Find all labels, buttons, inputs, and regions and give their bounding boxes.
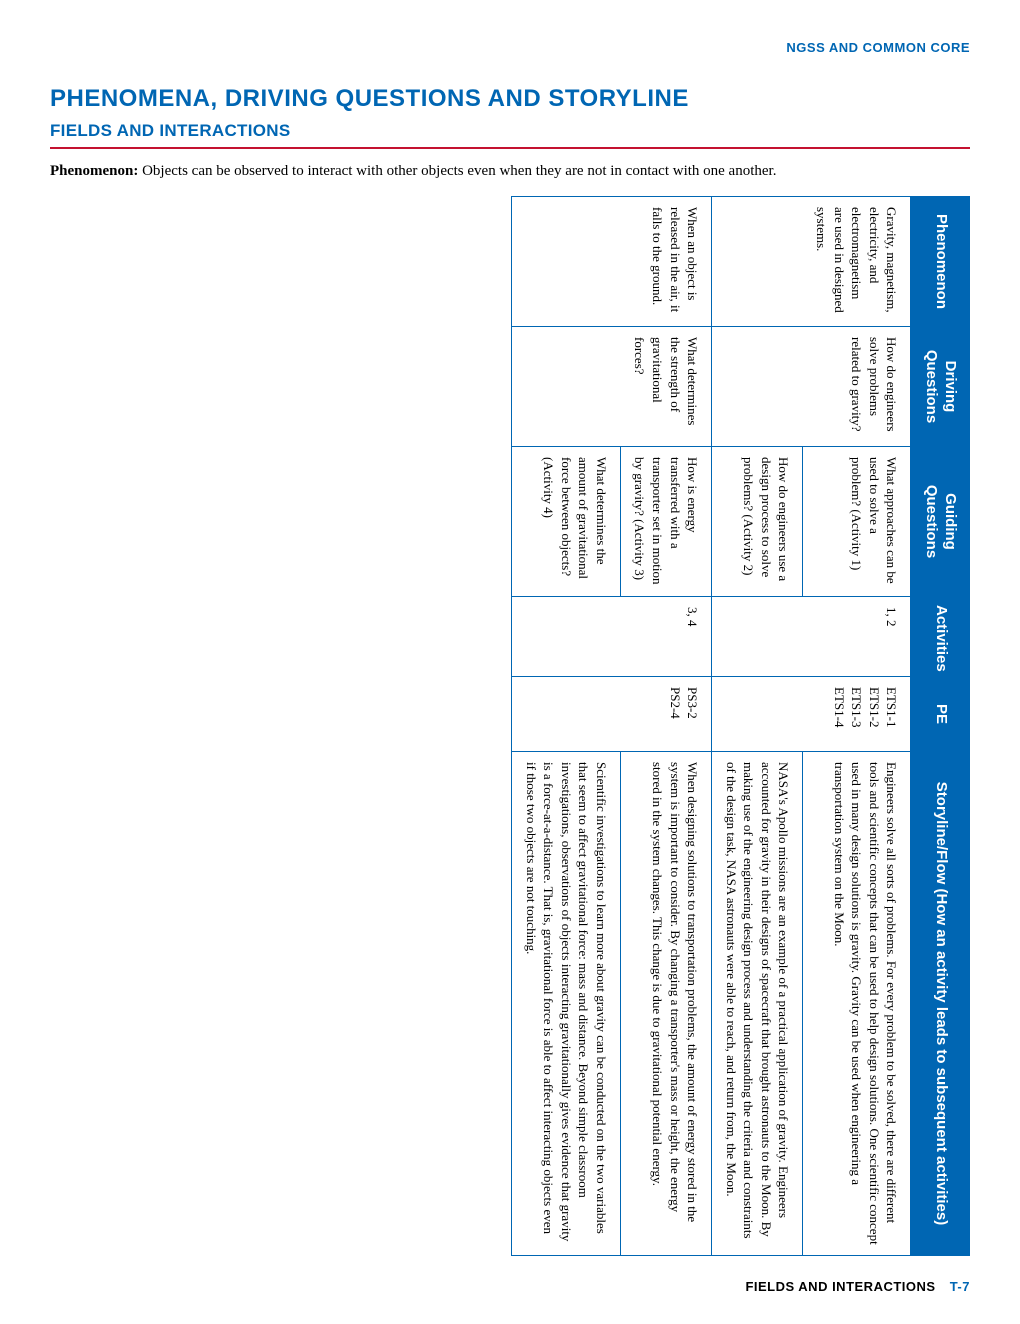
table-row: What determines the amount of gravitatio… (512, 197, 621, 1256)
cell-guiding: How do engineers use a design process to… (712, 447, 803, 597)
col-guiding: Guiding Questions (911, 447, 970, 597)
cell-guiding: How is energy transferred with a transpo… (620, 447, 711, 597)
col-activities: Activities (911, 597, 970, 677)
cell-activities (512, 597, 621, 677)
storyline-table: Phenomenon Driving Questions Guiding Que… (511, 196, 970, 1256)
col-driving: Driving Questions (911, 327, 970, 447)
phenomenon-body: Objects can be observed to interact with… (138, 163, 776, 179)
phenomenon-intro: Phenomenon: Objects can be observed to i… (50, 161, 970, 182)
cell-activities: 1, 2 (803, 597, 911, 677)
cell-pe: ETS1-1ETS1-2ETS1-3ETS1-4 (803, 677, 911, 752)
header-label: NGSS AND COMMON CORE (50, 40, 970, 55)
cell-activities: 3, 4 (620, 597, 711, 677)
col-phenomenon: Phenomenon (911, 197, 970, 327)
page-title: PHENOMENA, DRIVING QUESTIONS AND STORYLI… (50, 85, 970, 113)
cell-driving (712, 327, 803, 447)
cell-storyline: NASA's Apollo missions are an example of… (712, 752, 803, 1256)
cell-guiding: What approaches can be used to solve a p… (803, 447, 911, 597)
table-row: When an object is released in the air, i… (620, 197, 711, 1256)
cell-pe (512, 677, 621, 752)
cell-pe: PS3-2PS2-4 (620, 677, 711, 752)
cell-phenomenon (512, 197, 621, 327)
page-footer: FIELDS AND INTERACTIONS T-7 (745, 1279, 970, 1294)
footer-page: T-7 (950, 1279, 970, 1294)
page-subtitle: FIELDS AND INTERACTIONS (50, 121, 970, 149)
phenomenon-label: Phenomenon: (50, 163, 138, 179)
cell-phenomenon: When an object is released in the air, i… (620, 197, 711, 327)
cell-phenomenon: Gravity, magnetism, electricity, and ele… (803, 197, 911, 327)
cell-storyline: Scientific investigations to learn more … (512, 752, 621, 1256)
cell-guiding: What determines the amount of gravitatio… (512, 447, 621, 597)
cell-activities (712, 597, 803, 677)
footer-text: FIELDS AND INTERACTIONS (745, 1279, 935, 1294)
cell-driving (512, 327, 621, 447)
col-pe: PE (911, 677, 970, 752)
cell-driving: What determines the strength of gravitat… (620, 327, 711, 447)
cell-phenomenon (712, 197, 803, 327)
storyline-table-wrap: Phenomenon Driving Questions Guiding Que… (511, 196, 970, 1256)
cell-storyline: Engineers solve all sorts of problems. F… (803, 752, 911, 1256)
col-storyline: Storyline/Flow (How an activity leads to… (911, 752, 970, 1256)
table-header-row: Phenomenon Driving Questions Guiding Que… (911, 197, 970, 1256)
cell-storyline: When designing solutions to transportati… (620, 752, 711, 1256)
cell-driving: How do engineers solve problems related … (803, 327, 911, 447)
cell-pe (712, 677, 803, 752)
table-row: Gravity, magnetism, electricity, and ele… (803, 197, 911, 1256)
table-row: How do engineers use a design process to… (712, 197, 803, 1256)
